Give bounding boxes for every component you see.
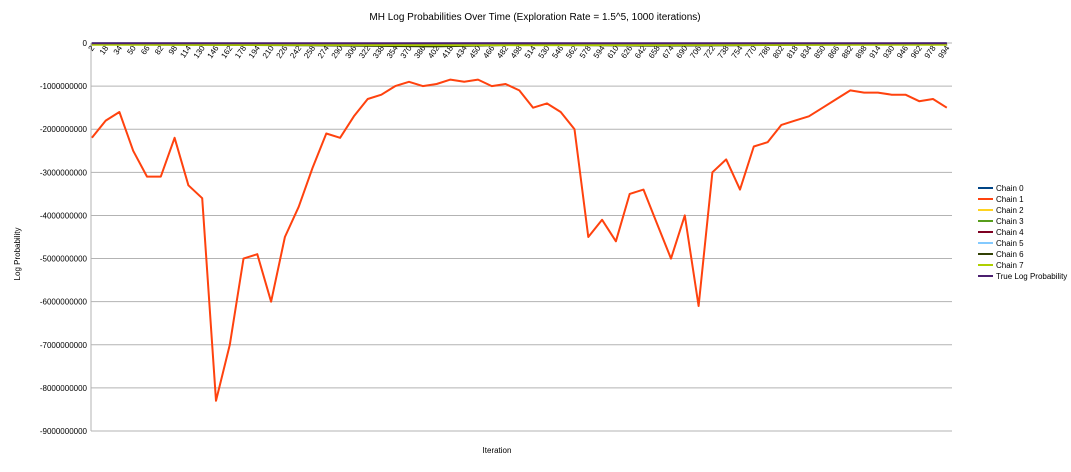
legend-label: Chain 3: [996, 217, 1024, 226]
y-axis-title: Log Probability: [13, 228, 22, 281]
chart-title: MH Log Probabilities Over Time (Explorat…: [369, 12, 700, 23]
x-tick-label: 914: [867, 44, 882, 61]
legend-label: True Log Probability: [996, 272, 1067, 281]
x-tick-label: 962: [909, 44, 924, 61]
x-tick-label: 978: [923, 44, 938, 61]
x-tick-label: 162: [219, 44, 234, 61]
y-tick-label: -4000000000: [40, 211, 88, 220]
x-tick-label: 946: [895, 44, 910, 61]
y-tick-label: -1000000000: [40, 82, 88, 91]
legend-label: Chain 1: [996, 195, 1024, 204]
x-tick-label: 818: [785, 44, 800, 61]
y-tick-label: -9000000000: [40, 427, 88, 436]
x-tick-label: 930: [881, 44, 896, 61]
y-tick-label: -3000000000: [40, 168, 88, 177]
y-tick-label: -8000000000: [40, 384, 88, 393]
x-tick-label: 834: [799, 44, 814, 61]
x-tick-label: 114: [178, 44, 193, 60]
y-tick-label: -5000000000: [40, 255, 88, 264]
legend-label: Chain 6: [996, 250, 1024, 259]
legend-label: Chain 0: [996, 184, 1024, 193]
x-tick-label: 178: [233, 44, 248, 61]
x-tick-label: 898: [854, 44, 869, 61]
x-tick-label: 882: [840, 44, 855, 61]
legend-label: Chain 5: [996, 239, 1024, 248]
x-tick-label: 850: [812, 44, 827, 61]
legend-label: Chain 2: [996, 206, 1024, 215]
legend-label: Chain 4: [996, 228, 1024, 237]
x-tick-label: 146: [206, 44, 221, 61]
y-tick-label: -2000000000: [40, 125, 88, 134]
legend-label: Chain 7: [996, 261, 1024, 270]
x-tick-label: 866: [826, 44, 841, 61]
x-tick-label: 194: [247, 44, 262, 61]
x-axis-title: Iteration: [483, 446, 512, 455]
x-tick-label: 802: [771, 44, 786, 61]
x-tick-label: 994: [936, 44, 951, 61]
series-line: [92, 80, 947, 401]
y-tick-label: -7000000000: [40, 341, 88, 350]
series-line: [92, 45, 947, 46]
x-tick-label: 130: [192, 44, 207, 61]
y-tick-label: -6000000000: [40, 298, 88, 307]
